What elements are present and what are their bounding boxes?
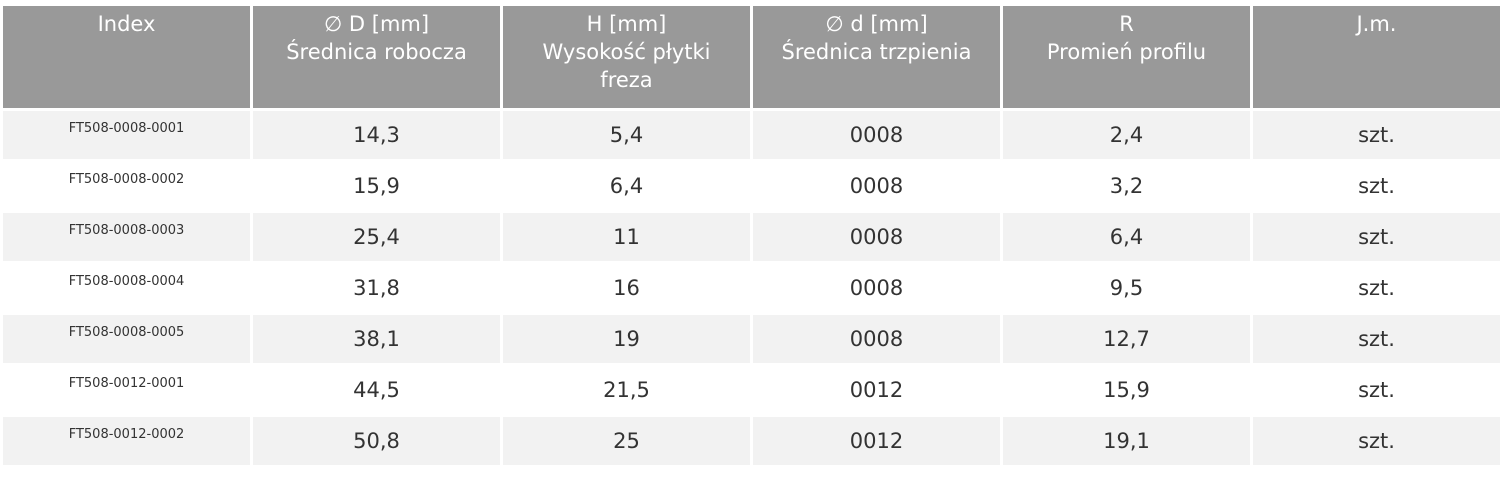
product-table: Index ∅ D [mm] Średnica robocza H [mm] Wysok… [0, 3, 1503, 468]
data-cell: 6,4 [503, 162, 750, 210]
index-cell: FT508-0008-0001 [3, 111, 250, 159]
header-row: Index ∅ D [mm] Średnica robocza H [mm] Wysok… [3, 6, 1500, 108]
header-text: ∅ d [mm] [825, 12, 928, 36]
header-text: H [mm] [586, 12, 667, 36]
data-cell: 25 [503, 417, 750, 465]
header-text: Promień profilu [1046, 40, 1207, 64]
header-text: Index [97, 12, 156, 36]
index-cell: FT508-0008-0002 [3, 162, 250, 210]
header-cell: Index [3, 6, 250, 108]
data-cell: 25,4 [253, 213, 500, 261]
table-header: Index ∅ D [mm] Średnica robocza H [mm] Wysok… [3, 6, 1500, 108]
table-row: FT508-0008-0003 25,4 11 0008 6,4 szt. [3, 213, 1500, 261]
table-row: FT508-0008-0001 14,3 5,4 0008 2,4 szt. [3, 111, 1500, 159]
header-text: Średnica robocza [286, 40, 467, 64]
data-cell: 19 [503, 315, 750, 363]
data-cell: szt. [1253, 417, 1500, 465]
header-text: ∅ D [mm] [323, 12, 430, 36]
data-cell: 15,9 [253, 162, 500, 210]
data-cell: 12,7 [1003, 315, 1250, 363]
table-row: FT508-0008-0002 15,9 6,4 0008 3,2 szt. [3, 162, 1500, 210]
header-text: Średnica trzpienia [781, 40, 972, 64]
data-cell: 44,5 [253, 366, 500, 414]
data-cell: 0008 [753, 162, 1000, 210]
header-cell: J.m. [1253, 6, 1500, 108]
data-cell: szt. [1253, 315, 1500, 363]
data-cell: szt. [1253, 264, 1500, 312]
data-cell: 9,5 [1003, 264, 1250, 312]
index-cell: FT508-0008-0005 [3, 315, 250, 363]
data-cell: 0008 [753, 213, 1000, 261]
index-cell: FT508-0012-0001 [3, 366, 250, 414]
table-row: FT508-0012-0002 50,8 25 0012 19,1 szt. [3, 417, 1500, 465]
data-cell: 19,1 [1003, 417, 1250, 465]
data-cell: 0008 [753, 315, 1000, 363]
table-body: FT508-0008-0001 14,3 5,4 0008 2,4 szt. FT508-0… [3, 111, 1500, 465]
header-text: J.m. [1356, 12, 1397, 36]
data-cell: 31,8 [253, 264, 500, 312]
data-cell: 0008 [753, 111, 1000, 159]
header-cell: ∅ d [mm] Średnica trzpienia [753, 6, 1000, 108]
table-row: FT508-0008-0005 38,1 19 0008 12,7 szt. [3, 315, 1500, 363]
data-cell: 16 [503, 264, 750, 312]
data-cell: szt. [1253, 213, 1500, 261]
data-cell: szt. [1253, 162, 1500, 210]
data-cell: 14,3 [253, 111, 500, 159]
header-cell: H [mm] Wysokość płytki freza [503, 6, 750, 108]
data-cell: 21,5 [503, 366, 750, 414]
data-cell: 5,4 [503, 111, 750, 159]
header-cell: ∅ D [mm] Średnica robocza [253, 6, 500, 108]
data-cell: 0008 [753, 264, 1000, 312]
header-text: Wysokość płytki freza [542, 40, 711, 92]
data-cell: 15,9 [1003, 366, 1250, 414]
data-cell: 3,2 [1003, 162, 1250, 210]
index-cell: FT508-0008-0003 [3, 213, 250, 261]
data-cell: szt. [1253, 366, 1500, 414]
header-cell: R Promień profilu [1003, 6, 1250, 108]
data-cell: 0012 [753, 366, 1000, 414]
index-cell: FT508-0012-0002 [3, 417, 250, 465]
header-text: R [1119, 12, 1134, 36]
data-cell: 38,1 [253, 315, 500, 363]
page: {"table": { "header": [ ["Index"], ["∅ D… [0, 3, 1503, 487]
table-row: FT508-0012-0001 44,5 21,5 0012 15,9 szt. [3, 366, 1500, 414]
data-cell: 0012 [753, 417, 1000, 465]
data-cell: 6,4 [1003, 213, 1250, 261]
data-cell: 2,4 [1003, 111, 1250, 159]
table-row: FT508-0008-0004 31,8 16 0008 9,5 szt. [3, 264, 1500, 312]
data-cell: 11 [503, 213, 750, 261]
data-cell: szt. [1253, 111, 1500, 159]
data-cell: 50,8 [253, 417, 500, 465]
index-cell: FT508-0008-0004 [3, 264, 250, 312]
